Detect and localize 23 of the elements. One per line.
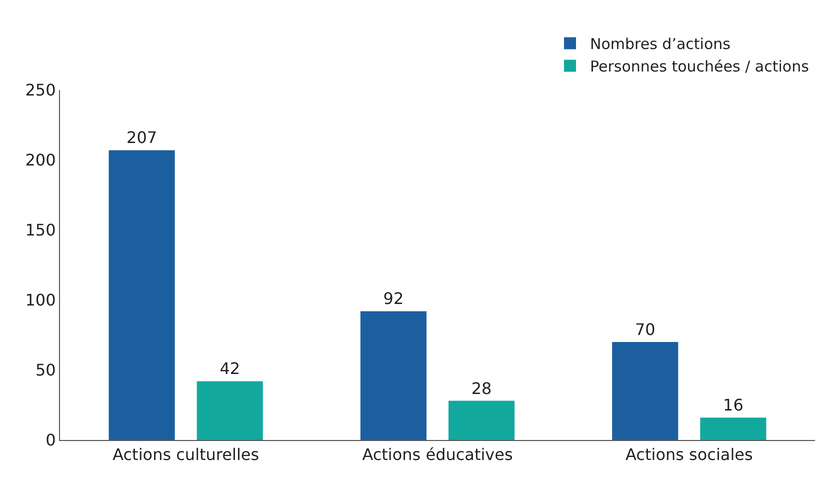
- bar: [612, 342, 678, 440]
- y-tick-label: 200: [25, 150, 56, 170]
- x-tick-label: Actions sociales: [626, 445, 753, 464]
- data-label: 28: [471, 378, 492, 398]
- x-tick-label: Actions éducatives: [362, 445, 513, 464]
- bar: [360, 311, 426, 440]
- y-tick-label: 250: [25, 80, 56, 100]
- bar: [196, 381, 263, 440]
- y-tick-label: 150: [25, 220, 56, 240]
- x-tick-label: Actions culturelles: [112, 445, 260, 464]
- y-tick-label: 0: [46, 430, 56, 450]
- y-tick-label: 100: [25, 290, 56, 310]
- y-tick-label: 50: [35, 360, 56, 380]
- bar: [448, 400, 515, 440]
- data-label: 70: [634, 320, 656, 339]
- legend-label: Nombres d’actions: [590, 35, 731, 54]
- data-label: 16: [723, 396, 744, 415]
- bar: [700, 418, 766, 440]
- legend-label: Personnes touchées / actions: [590, 58, 810, 76]
- data-label: 207: [126, 128, 158, 148]
- data-label: 92: [383, 289, 404, 308]
- data-label: 42: [220, 359, 240, 378]
- bar: [108, 150, 175, 440]
